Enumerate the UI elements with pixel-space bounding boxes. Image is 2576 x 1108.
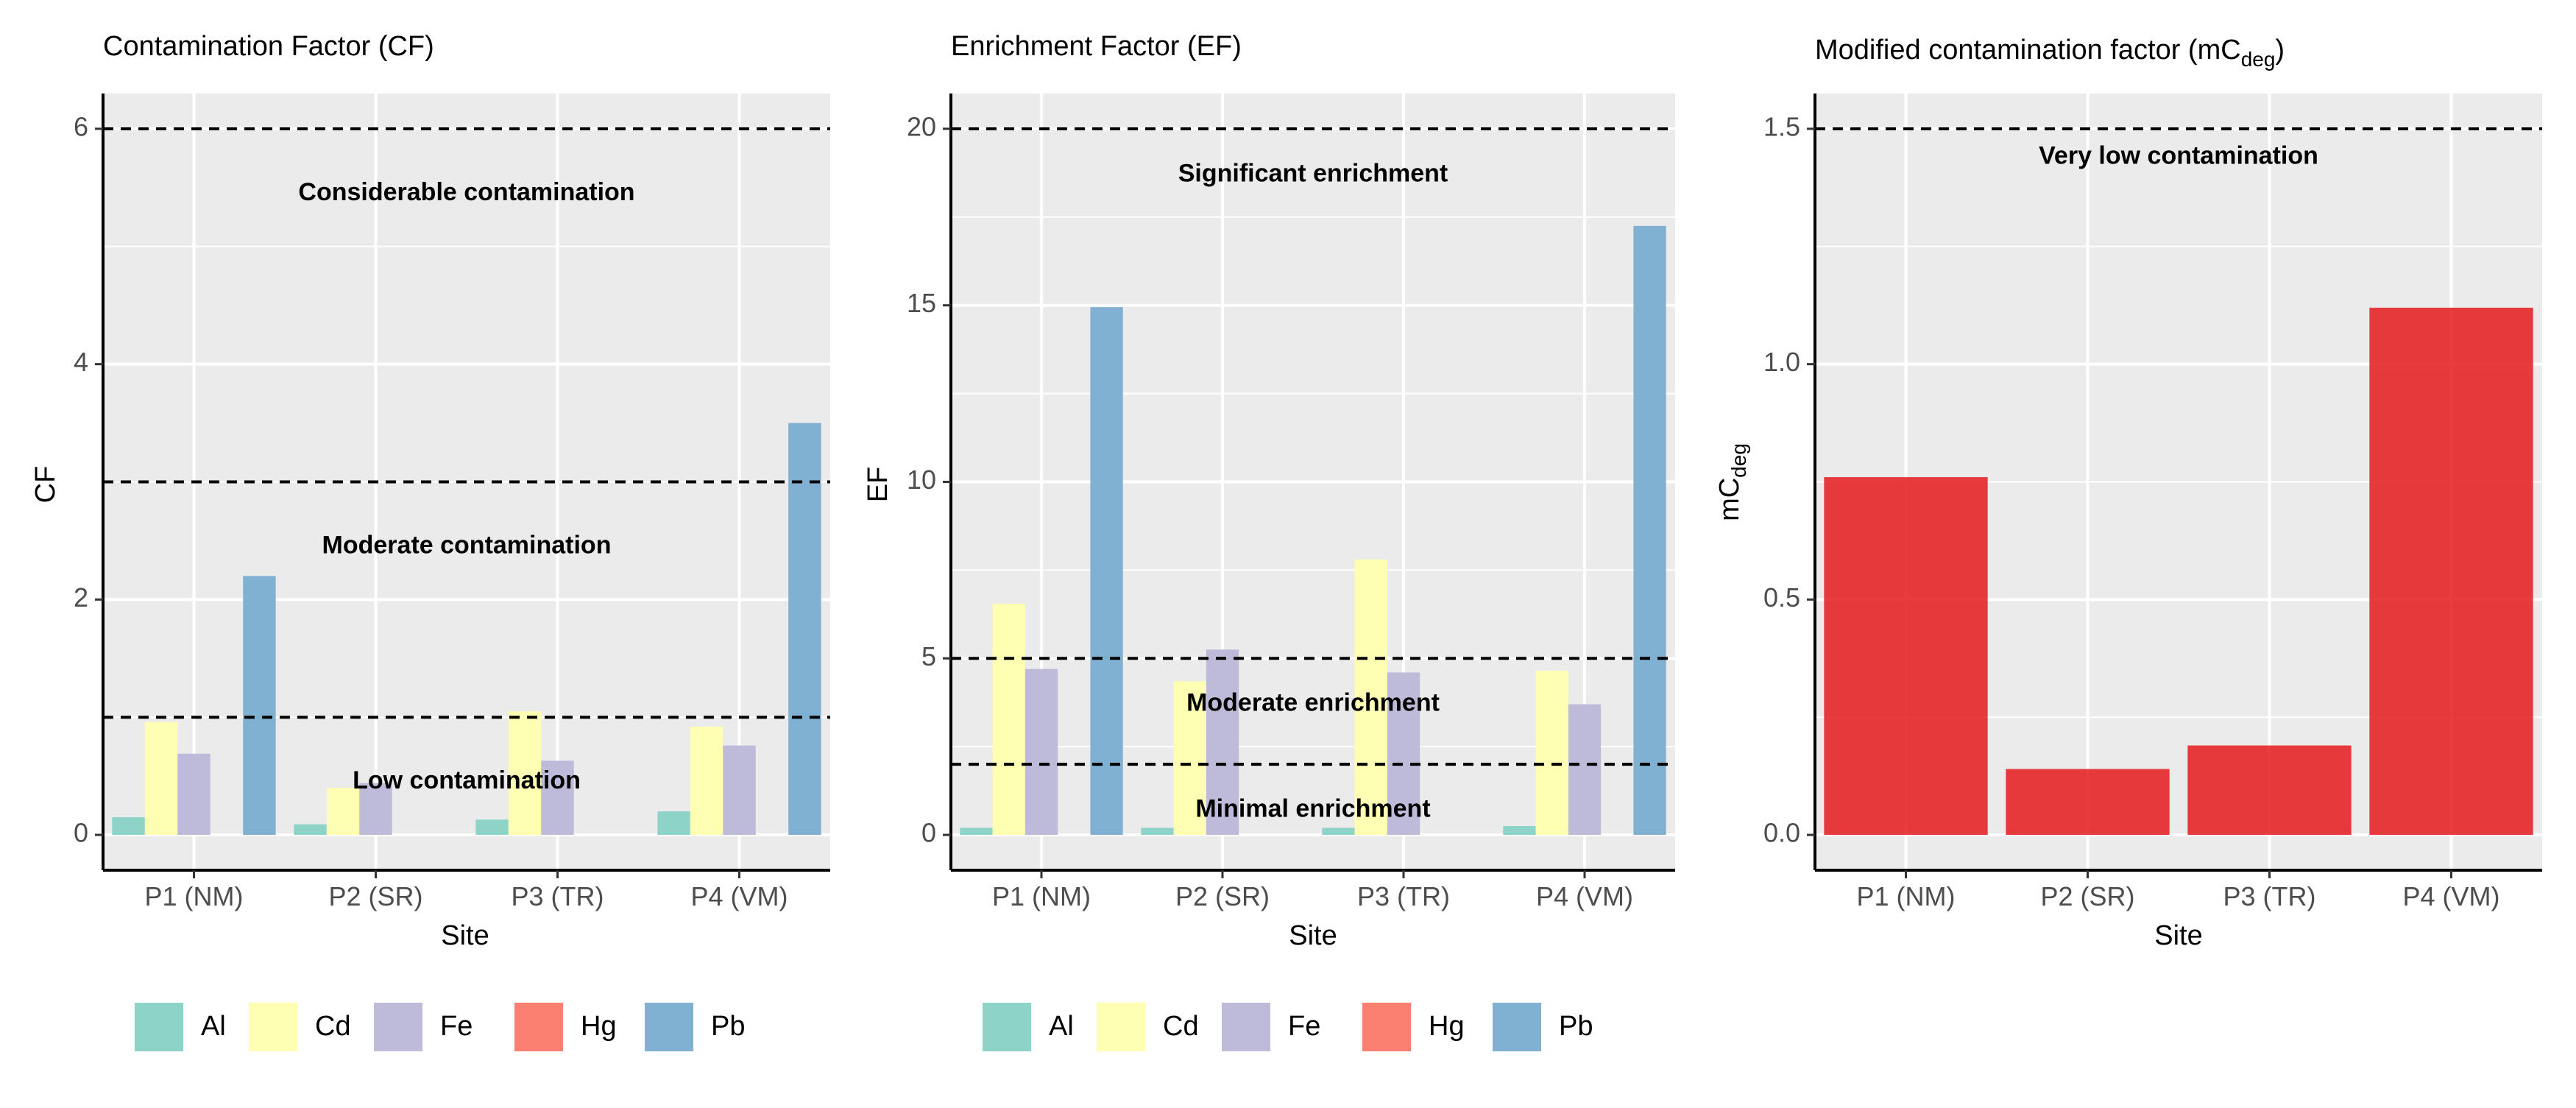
cf-bar-al <box>112 817 145 836</box>
legend-label-al: Al <box>201 1011 226 1042</box>
cf-y-tick-label: 6 <box>74 111 88 141</box>
legend-swatch-fe <box>374 1003 422 1051</box>
legend-swatch-cd <box>1097 1003 1145 1051</box>
legend-swatch-cd <box>249 1003 297 1051</box>
legend-label-cd: Cd <box>315 1011 351 1042</box>
legend-swatch-pb <box>645 1003 693 1051</box>
mcdeg-x-tick-label: P3 (TR) <box>2223 881 2316 911</box>
ef-y-tick-label: 20 <box>907 111 936 141</box>
ef-bar-pb <box>1633 225 1666 836</box>
cf-bar-cd <box>690 726 723 836</box>
mcdeg-panel: Modified contamination factor (mCdeg) mC… <box>1714 35 2542 951</box>
ef-bar-fe <box>1387 672 1420 836</box>
mcdeg-x-tick-label: P4 (VM) <box>2402 881 2499 911</box>
mcdeg-bar <box>2369 307 2533 836</box>
cf-y-tick-label: 2 <box>74 582 88 613</box>
ef-bar-pb <box>1090 307 1123 836</box>
ef-bar-fe <box>1206 649 1239 836</box>
ef-bar-al <box>960 828 993 836</box>
cf-x-tick-label: P2 (SR) <box>328 881 422 911</box>
ef-annotation: Moderate enrichment <box>1186 689 1440 717</box>
ef-bar-fe <box>1568 704 1602 836</box>
legend-label-pb: Pb <box>711 1011 745 1042</box>
ef-x-tick-label: P4 (VM) <box>1536 881 1633 911</box>
mcdeg-title: Modified contamination factor (mCdeg) <box>1815 35 2285 71</box>
cf-bar-pb <box>243 576 276 836</box>
ef-y-tick-label: 0 <box>921 818 936 848</box>
ef-x-tick-label: P2 (SR) <box>1175 881 1270 911</box>
ef-y-tick-label: 5 <box>921 641 936 671</box>
cf-x-tick-label: P3 (TR) <box>512 881 604 911</box>
cf-bar-cd <box>326 788 360 836</box>
cf-bar-cd <box>144 721 178 836</box>
ef-bar-cd <box>1173 681 1206 836</box>
legend-label-pb: Pb <box>1559 1011 1593 1042</box>
mcdeg-y-tick-label: 1.0 <box>1763 347 1800 377</box>
legend-swatch-al <box>135 1003 183 1051</box>
ef-annotation: Minimal enrichment <box>1195 794 1430 822</box>
ef-bar-al <box>1141 828 1174 836</box>
cf-x-axis-label: Site <box>441 920 489 951</box>
legend-swatch-hg <box>514 1003 563 1051</box>
cf-bar-pb <box>788 423 821 836</box>
mcdeg-y-tick-label: 1.5 <box>1763 111 1800 141</box>
cf-title: Contamination Factor (CF) <box>103 31 434 62</box>
mcdeg-bar <box>2006 769 2170 836</box>
cf-bar-fe <box>359 783 392 836</box>
ef-bar-cd <box>992 603 1025 836</box>
cf-legend: Al Cd Fe Hg Pb <box>135 1003 745 1051</box>
cf-bar-cd <box>508 711 542 836</box>
legend-label-fe: Fe <box>440 1011 473 1042</box>
ef-title: Enrichment Factor (EF) <box>951 31 1242 62</box>
ef-bar-al <box>1322 828 1355 836</box>
cf-annotation: Considerable contamination <box>298 178 634 206</box>
cf-annotation: Low contamination <box>353 766 581 794</box>
cf-bar-fe <box>723 745 756 836</box>
ef-bar-cd <box>1535 671 1568 836</box>
legend-label-hg: Hg <box>1429 1011 1465 1042</box>
ef-x-tick-label: P1 (NM) <box>992 881 1091 911</box>
ef-y-tick-label: 15 <box>907 288 936 318</box>
mcdeg-y-tick-label: 0.5 <box>1763 582 1800 613</box>
cf-bar-al <box>657 811 690 836</box>
cf-bar-fe <box>177 753 210 836</box>
mcdeg-bar <box>2187 745 2352 836</box>
mcdeg-annotation: Very low contamination <box>2039 141 2318 169</box>
cf-bar-al <box>475 819 509 836</box>
ef-bar-cd <box>1354 560 1387 836</box>
cf-y-axis-label: CF <box>30 466 61 504</box>
ef-annotation: Significant enrichment <box>1178 159 1448 187</box>
legend-label-al: Al <box>1049 1011 1074 1042</box>
ef-bar-fe <box>1025 668 1058 836</box>
cf-x-tick-label: P4 (VM) <box>690 881 788 911</box>
cf-panel: Contamination Factor (CF) CF Site Consid… <box>30 31 830 951</box>
ef-x-axis-label: Site <box>1289 920 1337 951</box>
mcdeg-bar <box>1824 477 1988 836</box>
legend-label-cd: Cd <box>1163 1011 1199 1042</box>
cf-bar-fe <box>541 761 574 836</box>
mcdeg-y-tick-label: 0.0 <box>1763 818 1800 848</box>
legend-label-fe: Fe <box>1288 1011 1320 1042</box>
mcdeg-x-tick-label: P1 (NM) <box>1857 881 1956 911</box>
mcdeg-y-axis-label: mCdeg <box>1714 443 1750 521</box>
mcdeg-x-axis-label: Site <box>2154 920 2202 951</box>
ef-panel: Enrichment Factor (EF) EF Site Significa… <box>863 31 1675 951</box>
legend-swatch-hg <box>1362 1003 1411 1051</box>
legend-swatch-pb <box>1493 1003 1541 1051</box>
legend-label-hg: Hg <box>581 1011 617 1042</box>
legend-swatch-fe <box>1222 1003 1270 1051</box>
cf-bar-al <box>294 824 327 836</box>
legend-swatch-al <box>983 1003 1031 1051</box>
ef-y-axis-label: EF <box>863 467 894 503</box>
cf-x-tick-label: P1 (NM) <box>145 881 244 911</box>
cf-y-tick-label: 0 <box>74 818 88 848</box>
mcdeg-x-tick-label: P2 (SR) <box>2040 881 2134 911</box>
cf-y-tick-label: 4 <box>74 347 88 377</box>
ef-y-tick-label: 10 <box>907 465 936 495</box>
ef-x-tick-label: P3 (TR) <box>1357 881 1450 911</box>
cf-annotation: Moderate contamination <box>322 531 612 559</box>
ef-legend: Al Cd Fe Hg Pb <box>983 1003 1593 1051</box>
ef-bar-al <box>1503 826 1536 836</box>
